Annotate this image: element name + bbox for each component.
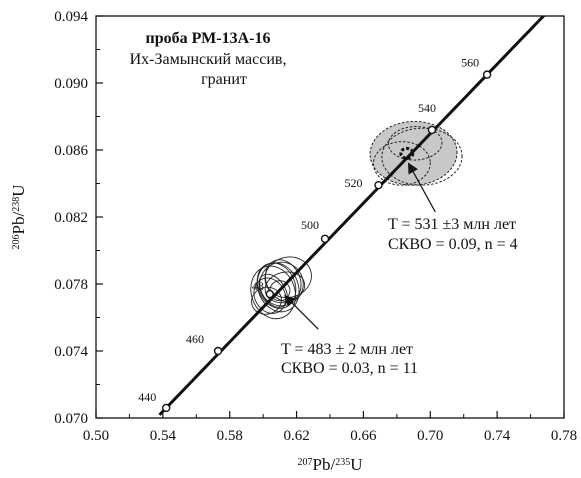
upper-mean-ellipse (399, 146, 415, 160)
y-tick-label: 0.070 (54, 411, 88, 427)
error-ellipse (381, 127, 463, 186)
age-marker (213, 346, 223, 356)
upper-age-text: T = 531 ±3 млн лет (388, 216, 516, 233)
y-tick-label: 0.094 (54, 9, 88, 25)
upper-stats-text: СКВО = 0.09, n = 4 (388, 236, 518, 253)
error-ellipse (372, 141, 431, 186)
age-marker (374, 180, 383, 190)
age-marker (482, 70, 492, 79)
y-title-base: Pb/ (9, 212, 28, 235)
y-title-tail: U (9, 185, 28, 197)
age-label: 520 (344, 176, 362, 190)
y-tick-label: 0.078 (54, 277, 88, 293)
x-tick-label: 0.74 (484, 428, 511, 444)
lower-arrow (284, 294, 319, 330)
x-title-sup: 207 (298, 457, 313, 468)
y-tick-label: 0.086 (54, 143, 88, 159)
y-title-sup: 206 (11, 234, 22, 249)
y-axis-title: 206Pb/238U (9, 185, 28, 250)
age-label: 48 (252, 279, 264, 293)
y-tick-label: 0.090 (54, 76, 88, 92)
age-marker (161, 403, 171, 413)
error-ellipse (258, 273, 288, 308)
age-marker (427, 125, 437, 135)
age-label: 540 (418, 101, 436, 115)
age-marker (265, 289, 275, 299)
x-title-base: Pb/ (313, 455, 336, 474)
plot-area: 440 460 48 500 520 540 560 (138, 16, 546, 416)
sample-location: Их-Замынский массив, (130, 51, 287, 68)
age-marker (320, 234, 330, 243)
sample-title: проба РМ-13А-16 (146, 30, 271, 47)
x-tick-label: 0.58 (217, 428, 243, 444)
error-ellipse (251, 286, 282, 315)
x-tick-label: 0.66 (350, 428, 377, 444)
sample-rock: гранит (201, 71, 247, 88)
age-label: 500 (301, 218, 319, 232)
axis-ticks: 0.50 0.54 0.58 0.62 0.66 0.70 0.74 0.78 0.070 0.0… (54, 9, 577, 444)
x-tick-label: 0.54 (150, 428, 177, 444)
x-tick-label: 0.50 (83, 428, 109, 444)
y-tick-label: 0.082 (54, 210, 88, 226)
age-label: 460 (186, 332, 204, 346)
age-label: 560 (461, 56, 479, 70)
x-axis-title: 207Pb/235U (298, 455, 363, 474)
lower-age-text: T = 483 ± 2 млн лет (281, 341, 413, 358)
x-tick-label: 0.62 (283, 428, 309, 444)
x-tick-label: 0.78 (551, 428, 577, 444)
x-title-tail: U (350, 455, 362, 474)
age-label: 440 (138, 390, 156, 404)
x-title-sup2: 235 (335, 457, 350, 468)
upper-arrow (408, 162, 436, 213)
x-tick-label: 0.70 (417, 428, 443, 444)
lower-stats-text: СКВО = 0.03, n = 11 (281, 360, 418, 377)
error-ellipse (388, 126, 443, 161)
y-title-sup2: 238 (11, 197, 22, 212)
y-tick-label: 0.074 (54, 344, 88, 360)
error-ellipse (256, 262, 300, 313)
